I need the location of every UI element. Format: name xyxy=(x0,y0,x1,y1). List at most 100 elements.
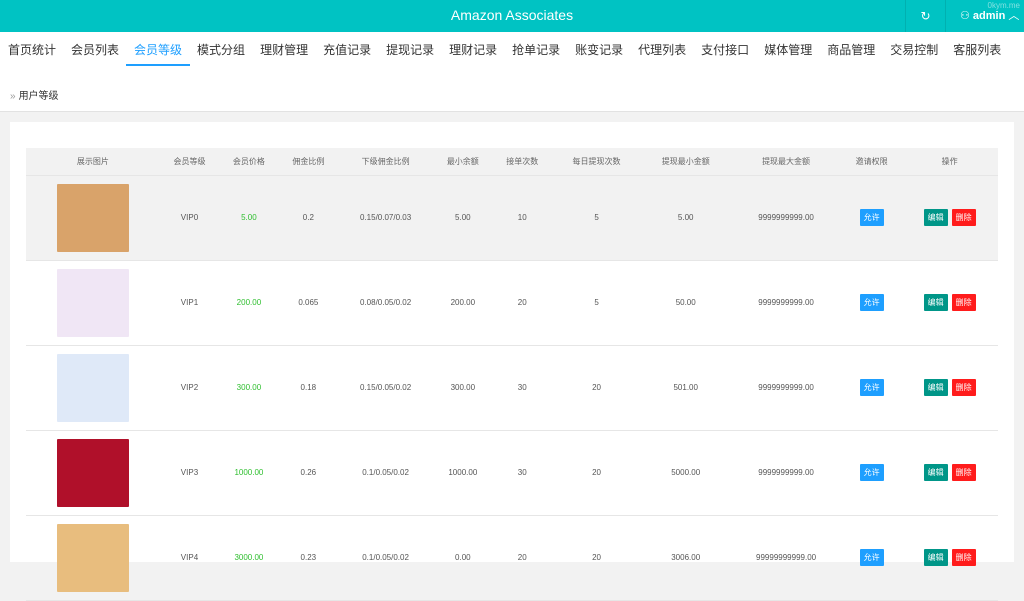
tab-9[interactable]: 账变记录 xyxy=(575,43,624,57)
cell-sub: 0.08/0.05/0.02 xyxy=(338,260,434,346)
cell-wmax: 9999999999.00 xyxy=(730,345,842,431)
cell-sub: 0.1/0.05/0.02 xyxy=(338,430,434,516)
breadcrumb: » 用户等级 xyxy=(10,91,59,102)
tab-14[interactable]: 交易控制 xyxy=(890,43,939,57)
delete-button[interactable]: 删除 xyxy=(951,549,976,566)
image-cell xyxy=(26,175,160,261)
cell-rate: 0.23 xyxy=(278,515,339,601)
edit-button[interactable]: 编辑 xyxy=(923,209,948,226)
cell-wmin: 5.00 xyxy=(641,175,731,261)
column-header: 最小余额 xyxy=(433,148,493,176)
delete-button[interactable]: 删除 xyxy=(951,294,976,311)
user-menu[interactable]: ⚇ admin ︿ xyxy=(945,0,1024,32)
column-header: 会员等级 xyxy=(159,148,220,176)
image-cell xyxy=(26,430,160,516)
double-chevron-icon: » xyxy=(10,91,16,102)
invite-cell: 允许 xyxy=(841,260,902,346)
actions-cell: 编辑 删除 xyxy=(901,345,998,431)
cell-wmax: 9999999999.00 xyxy=(730,430,842,516)
cell-price: 200.00 xyxy=(219,260,279,346)
cell-price: 3000.00 xyxy=(219,515,279,601)
cell-sub: 0.15/0.07/0.03 xyxy=(338,175,434,261)
cell-orders: 10 xyxy=(492,175,552,261)
tab-8[interactable]: 抢单记录 xyxy=(512,43,561,57)
column-header: 每日提现次数 xyxy=(551,148,642,176)
nav: 首页统计 会员列表 会员等级 模式分组 理财管理 充值记录 提现记录 理财记录 抢单记录 账变记录… xyxy=(0,32,1024,112)
refresh-icon[interactable]: ↻ xyxy=(905,0,945,32)
watermark: 0kym.me xyxy=(987,1,1020,10)
allow-button[interactable]: 允许 xyxy=(859,464,884,481)
cell-daily: 5 xyxy=(551,260,642,346)
invite-cell: 允许 xyxy=(841,430,902,516)
tab-6[interactable]: 提现记录 xyxy=(386,43,435,57)
tab-2[interactable]: 会员等级 xyxy=(126,32,191,66)
cell-daily: 20 xyxy=(551,345,642,431)
cell-sub: 0.1/0.05/0.02 xyxy=(338,515,434,601)
allow-button[interactable]: 允许 xyxy=(859,294,884,311)
tab-3[interactable]: 模式分组 xyxy=(197,43,246,57)
allow-button[interactable]: 允许 xyxy=(859,209,884,226)
tab-11[interactable]: 支付接口 xyxy=(701,43,750,57)
column-header: 提现最小金额 xyxy=(641,148,731,176)
column-header: 提现最大金额 xyxy=(730,148,842,176)
tab-15[interactable]: 客服列表 xyxy=(953,43,1002,57)
edit-button[interactable]: 编辑 xyxy=(923,464,948,481)
level-image xyxy=(56,523,129,592)
table-row: VIP0 5.00 0.2 0.15/0.07/0.03 5.00 10 5 5.00 9999… xyxy=(26,175,998,261)
tab-bar: 首页统计 会员列表 会员等级 模式分组 理财管理 充值记录 提现记录 理财记录 抢单记录 账变记录… xyxy=(0,32,1024,66)
cell-level: VIP4 xyxy=(159,515,220,601)
cell-wmin: 3006.00 xyxy=(641,515,731,601)
cell-price: 300.00 xyxy=(219,345,279,431)
cell-rate: 0.26 xyxy=(278,430,339,516)
column-header: 下级佣金比例 xyxy=(338,148,434,176)
image-cell xyxy=(26,345,160,431)
cell-sub: 0.15/0.05/0.02 xyxy=(338,345,434,431)
cell-level: VIP1 xyxy=(159,260,220,346)
cell-orders: 20 xyxy=(492,260,552,346)
edit-button[interactable]: 编辑 xyxy=(923,294,948,311)
tab-13[interactable]: 商品管理 xyxy=(827,43,876,57)
table-row: VIP3 1000.00 0.26 0.1/0.05/0.02 1000.00 30 20 5… xyxy=(26,430,998,516)
image-cell xyxy=(26,515,160,601)
tab-0[interactable]: 首页统计 xyxy=(8,43,57,57)
cell-level: VIP0 xyxy=(159,175,220,261)
tab-10[interactable]: 代理列表 xyxy=(638,43,687,57)
level-image xyxy=(56,438,129,507)
cell-rate: 0.2 xyxy=(278,175,339,261)
level-image xyxy=(56,183,129,252)
cell-min: 300.00 xyxy=(433,345,493,431)
delete-button[interactable]: 删除 xyxy=(951,379,976,396)
tab-12[interactable]: 媒体管理 xyxy=(764,43,813,57)
cell-min: 5.00 xyxy=(433,175,493,261)
tab-5[interactable]: 充值记录 xyxy=(323,43,372,57)
table-row: VIP2 300.00 0.18 0.15/0.05/0.02 300.00 30 20 50… xyxy=(26,345,998,431)
cell-wmin: 50.00 xyxy=(641,260,731,346)
edit-button[interactable]: 编辑 xyxy=(923,549,948,566)
actions-cell: 编辑 删除 xyxy=(901,430,998,516)
actions-cell: 编辑 删除 xyxy=(901,175,998,261)
cell-daily: 20 xyxy=(551,515,642,601)
delete-button[interactable]: 删除 xyxy=(951,209,976,226)
cell-orders: 30 xyxy=(492,430,552,516)
allow-button[interactable]: 允许 xyxy=(859,549,884,566)
tab-7[interactable]: 理财记录 xyxy=(449,43,498,57)
allow-button[interactable]: 允许 xyxy=(859,379,884,396)
edit-button[interactable]: 编辑 xyxy=(923,379,948,396)
cell-price: 1000.00 xyxy=(219,430,279,516)
cell-orders: 30 xyxy=(492,345,552,431)
tab-4[interactable]: 理财管理 xyxy=(260,43,309,57)
cell-price: 5.00 xyxy=(219,175,279,261)
invite-cell: 允许 xyxy=(841,175,902,261)
actions-cell: 编辑 删除 xyxy=(901,260,998,346)
table-row: VIP4 3000.00 0.23 0.1/0.05/0.02 0.00 20 20 3006… xyxy=(26,515,998,601)
chevron-up-icon: ︿ xyxy=(1008,10,1020,22)
tab-1[interactable]: 会员列表 xyxy=(71,43,120,57)
cell-level: VIP3 xyxy=(159,430,220,516)
cell-rate: 0.18 xyxy=(278,345,339,431)
delete-button[interactable]: 删除 xyxy=(951,464,976,481)
column-header: 佣金比例 xyxy=(278,148,339,176)
cell-wmax: 9999999999.00 xyxy=(730,175,842,261)
cell-wmax: 99999999999.00 xyxy=(730,515,842,601)
cell-orders: 20 xyxy=(492,515,552,601)
top-bar: Amazon Associates ↻ ⚇ admin ︿ 0kym.me xyxy=(0,0,1024,32)
